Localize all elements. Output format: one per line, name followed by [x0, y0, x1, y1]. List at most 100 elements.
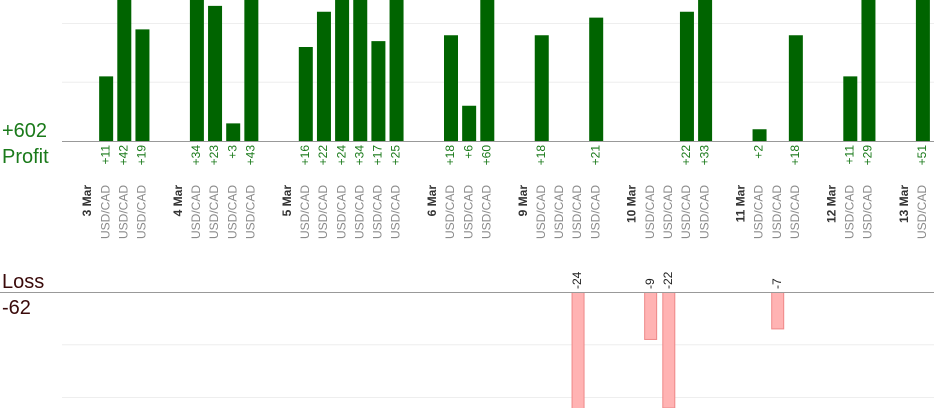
symbol-label: USD/CAD — [697, 185, 711, 239]
result-label: +34 — [352, 145, 366, 166]
profit-bar — [189, 0, 204, 141]
symbol-label: USD/CAD — [552, 185, 566, 239]
profit-bar — [534, 35, 549, 141]
result-label: -24 — [570, 271, 584, 289]
loss-bar — [771, 292, 785, 330]
symbol-label: USD/CAD — [661, 185, 675, 239]
result-label: +21 — [588, 145, 602, 166]
symbol-label: USD/CAD — [534, 185, 548, 239]
profit-bar — [480, 0, 495, 141]
profit-bar — [99, 76, 114, 141]
result-label: +22 — [679, 145, 693, 166]
profit-bar — [861, 0, 876, 141]
date-label: 9 Mar — [516, 185, 530, 217]
date-label: 6 Mar — [425, 185, 439, 217]
symbol-label: USD/CAD — [842, 185, 856, 239]
symbol-label: USD/CAD — [479, 185, 493, 239]
loss-label: Loss — [2, 271, 44, 293]
date-label: 11 Mar — [734, 185, 748, 223]
symbol-label: USD/CAD — [316, 185, 330, 239]
symbol-label: USD/CAD — [788, 185, 802, 239]
symbol-label: USD/CAD — [98, 185, 112, 239]
symbol-label: USD/CAD — [334, 185, 348, 239]
profit-bar — [915, 0, 930, 141]
symbol-label: USD/CAD — [752, 185, 766, 239]
profit-bar — [244, 0, 259, 141]
symbol-label: USD/CAD — [588, 185, 602, 239]
grid — [62, 23, 934, 398]
loss-bar — [662, 292, 676, 408]
result-label: +33 — [697, 145, 711, 166]
profit-bar — [226, 123, 241, 141]
profit-bar — [444, 35, 458, 141]
result-label: +25 — [389, 145, 403, 166]
profit-bar — [316, 11, 331, 141]
result-label: +18 — [788, 145, 802, 166]
date-label: 12 Mar — [824, 185, 838, 223]
profit-total: +602 — [2, 120, 47, 142]
result-label: +3 — [225, 145, 239, 159]
date-label: 3 Mar — [80, 185, 94, 217]
profit-bar — [679, 11, 694, 141]
profit-bar — [353, 0, 368, 141]
profit-bar — [589, 17, 604, 141]
date-label: 10 Mar — [625, 185, 639, 223]
symbol-label: USD/CAD — [371, 185, 385, 239]
symbol-label: USD/CAD — [861, 185, 875, 239]
result-label: +11 — [98, 145, 112, 165]
result-label: +23 — [207, 145, 221, 166]
symbol-label: USD/CAD — [389, 185, 403, 239]
symbol-label: USD/CAD — [298, 185, 312, 239]
date-label: 4 Mar — [171, 185, 185, 217]
result-label: +51 — [915, 145, 929, 166]
symbol-label: USD/CAD — [244, 185, 258, 239]
profit-bar — [462, 105, 477, 141]
symbol-label: USD/CAD — [915, 185, 929, 239]
profit-bar — [371, 41, 386, 141]
symbol-label: USD/CAD — [135, 185, 149, 239]
bars — [99, 0, 930, 408]
profit-bar — [135, 29, 150, 141]
result-label: +42 — [116, 145, 130, 166]
profit-bar — [389, 0, 404, 141]
symbol-label: USD/CAD — [443, 185, 457, 239]
symbol-label: USD/CAD — [770, 185, 784, 239]
profit-bar — [698, 0, 713, 141]
result-label: +16 — [298, 145, 312, 166]
symbol-label: USD/CAD — [189, 185, 203, 239]
result-label: +18 — [443, 145, 457, 166]
loss-total: -62 — [2, 297, 31, 319]
date-label: 13 Mar — [897, 185, 911, 223]
result-label: +17 — [371, 145, 385, 166]
result-label: -7 — [770, 278, 784, 289]
result-label: +19 — [135, 145, 149, 166]
symbol-label: USD/CAD — [679, 185, 693, 239]
result-label: +34 — [189, 145, 203, 166]
result-label: +11 — [842, 145, 856, 165]
result-label: +60 — [479, 145, 493, 166]
profit-bar — [843, 76, 858, 141]
result-label: +2 — [752, 145, 766, 159]
result-label: +18 — [534, 145, 548, 166]
result-label: +24 — [334, 145, 348, 166]
result-label: +22 — [316, 145, 330, 166]
symbol-label: USD/CAD — [352, 185, 366, 239]
profit-bar — [335, 0, 350, 141]
result-label: -22 — [661, 271, 675, 289]
profit-bar — [298, 47, 313, 141]
symbol-label: USD/CAD — [643, 185, 657, 239]
profit-bar — [788, 35, 803, 141]
result-label: +43 — [244, 145, 258, 166]
profit-label: Profit — [2, 146, 49, 168]
symbol-label: USD/CAD — [461, 185, 475, 239]
date-label: 5 Mar — [280, 185, 294, 217]
profit-bar — [752, 129, 767, 141]
result-label: +6 — [461, 145, 475, 159]
symbol-label: USD/CAD — [225, 185, 239, 239]
symbol-label: USD/CAD — [207, 185, 221, 239]
result-label: +29 — [861, 145, 875, 166]
result-label: -9 — [643, 278, 657, 289]
symbol-label: USD/CAD — [570, 185, 584, 239]
symbol-label: USD/CAD — [116, 185, 130, 239]
